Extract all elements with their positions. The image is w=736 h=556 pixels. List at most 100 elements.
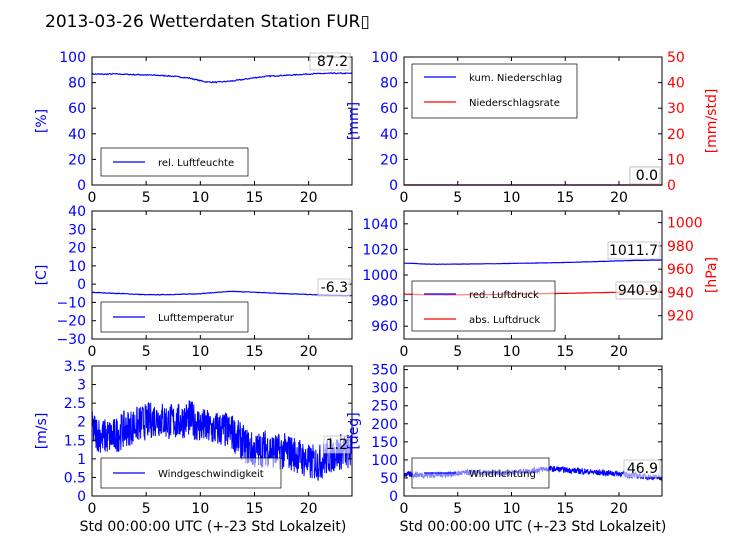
legend-label: rel. Luftfeuchte [158,158,234,169]
x-tick-label: 5 [142,190,151,206]
y-tick-label: −10 [56,295,86,311]
y-tick-label: 0 [389,178,398,194]
x-tick-label: 10 [191,501,209,517]
y2-tick-label: 50 [667,50,685,66]
y-tick-label: 3.5 [64,359,86,375]
x-tick-label: 0 [88,190,97,206]
y-tick-label: 2.5 [64,396,86,412]
y-tick-label: 980 [371,294,398,310]
panel-3: 0 5 10 15 20 −30 −20 −10 0 10 20 30 40 [C] -6.3 Lufttem… [34,204,353,360]
y-axis-label: [deg] [346,412,362,449]
y-tick-label: 100 [371,50,398,66]
y-tick-label: 20 [380,152,398,168]
y2-tick-label: 920 [667,309,694,325]
x-tick-label: 20 [300,190,318,206]
y-tick-label: 20 [68,241,86,257]
y-tick-label: 300 [371,381,398,397]
x-tick-label: 10 [503,344,521,360]
x-tick-label: 0 [88,344,97,360]
value-box [309,52,351,71]
y-axis-label: [%] [34,109,50,133]
y-tick-label: 1040 [362,217,398,233]
value-box [629,166,661,185]
legend-box [411,63,578,119]
y-tick-label: 100 [371,453,398,469]
y-tick-label: 20 [68,152,86,168]
y-tick-label: −20 [56,314,86,330]
x-tick-label: 0 [400,501,409,517]
y2-axis-label: [hPa] [704,257,720,293]
x-tick-label: 5 [453,501,462,517]
panel-4: 0 5 10 15 20 960 980 1000 1020 1040 920 940 960 980 10… [362,210,720,360]
y-tick-label: −30 [56,332,86,348]
value-box [317,278,351,297]
y-axis-label: [mm] [346,102,362,140]
x-tick-label: 10 [191,344,209,360]
y2-tick-label: 0 [667,178,676,194]
x-tick-label: 15 [246,501,264,517]
x-tick-label: 5 [453,344,462,360]
y-tick-label: 1.5 [64,433,86,449]
x-tick-label: 15 [246,344,264,360]
x-tick-label: 0 [400,190,409,206]
x-tick-label: 15 [556,501,574,517]
value-box [615,281,661,300]
y-axis-label: [C] [34,265,50,286]
value-annotation: 940.9 [618,283,658,299]
legend-label: abs. Luftdruck [469,315,540,326]
series-line-1 [403,259,662,266]
y-tick-label: 80 [380,76,398,92]
y2-tick-label: 960 [667,262,694,278]
y-tick-label: 0 [77,489,86,505]
y2-tick-label: 940 [667,285,694,301]
panel-1: 0 5 10 15 20 0 20 40 60 80 100 [%] 87.2 rel. Luftfeuc… [34,50,353,206]
value-annotation: -6.3 [321,280,348,296]
y-tick-label: 80 [68,76,86,92]
series-line-1 [91,400,353,481]
y-tick-label: 40 [68,127,86,143]
panel-6: 0 5 10 15 20050100150200250300350[deg]46.9Wi… [346,363,663,517]
y-tick-label: 60 [68,101,86,117]
x-tick-label: 20 [300,344,318,360]
y-tick-label: 40 [380,127,398,143]
x-tick-label: 10 [503,190,521,206]
value-annotation: 1.2 [326,437,348,453]
plot-frame [91,56,353,186]
y-tick-label: 250 [371,399,398,415]
series-line-1 [91,290,353,297]
figure-title: 2013-03-26 Wetterdaten Station FUR▯ [45,12,370,32]
x-tick-label: 20 [610,501,628,517]
y2-tick-label: 30 [667,101,685,117]
y-tick-label: 2 [77,415,86,431]
y2-tick-label: 40 [667,76,685,92]
legend-label: Windrichtung [469,469,536,480]
value-annotation: 46.9 [627,461,658,477]
y-tick-label: 30 [68,222,86,238]
value-box [623,459,661,478]
y2-tick-label: 20 [667,127,685,143]
y-tick-label: 0 [77,178,86,194]
legend-box [100,301,249,333]
y-tick-label: 3 [77,378,86,394]
x-tick-label: 20 [610,190,628,206]
panel-2: 0 5 10 15 20 0 20 40 60 80 100 0 10 20 30 40 50 [mm] [mm/s… [346,50,720,206]
y-tick-label: 0 [77,277,86,293]
y-tick-label: 60 [380,101,398,117]
legend-label: kum. Niederschlag [469,73,562,84]
legend-label: Lufttemperatur [158,313,235,324]
x-tick-label: 5 [453,190,462,206]
y-tick-label: 100 [59,50,86,66]
y2-axis-label: [mm/std] [704,89,720,154]
x-tick-label: 15 [556,344,574,360]
plot-frame [403,56,663,186]
legend-box [411,280,556,332]
x-axis-label-left: Std 00:00:00 UTC (+-23 Std Lokalzeit) [80,519,347,535]
x-tick-label: 20 [610,344,628,360]
legend-label: Niederschlagsrate [469,98,560,109]
x-axis-label-right: Std 00:00:00 UTC (+-23 Std Lokalzeit) [400,519,667,535]
x-tick-label: 0 [88,501,97,517]
x-tick-label: 10 [191,190,209,206]
y-tick-label: 1000 [362,268,398,284]
x-tick-label: 20 [300,501,318,517]
